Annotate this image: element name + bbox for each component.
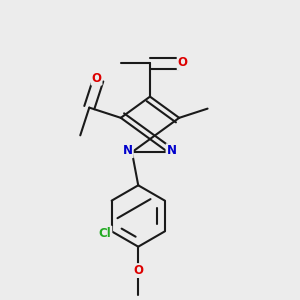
Text: N: N (167, 144, 176, 157)
Text: O: O (178, 56, 188, 69)
Text: O: O (92, 72, 102, 85)
Text: Cl: Cl (99, 226, 111, 240)
Text: N: N (123, 144, 133, 157)
Text: O: O (133, 264, 143, 277)
